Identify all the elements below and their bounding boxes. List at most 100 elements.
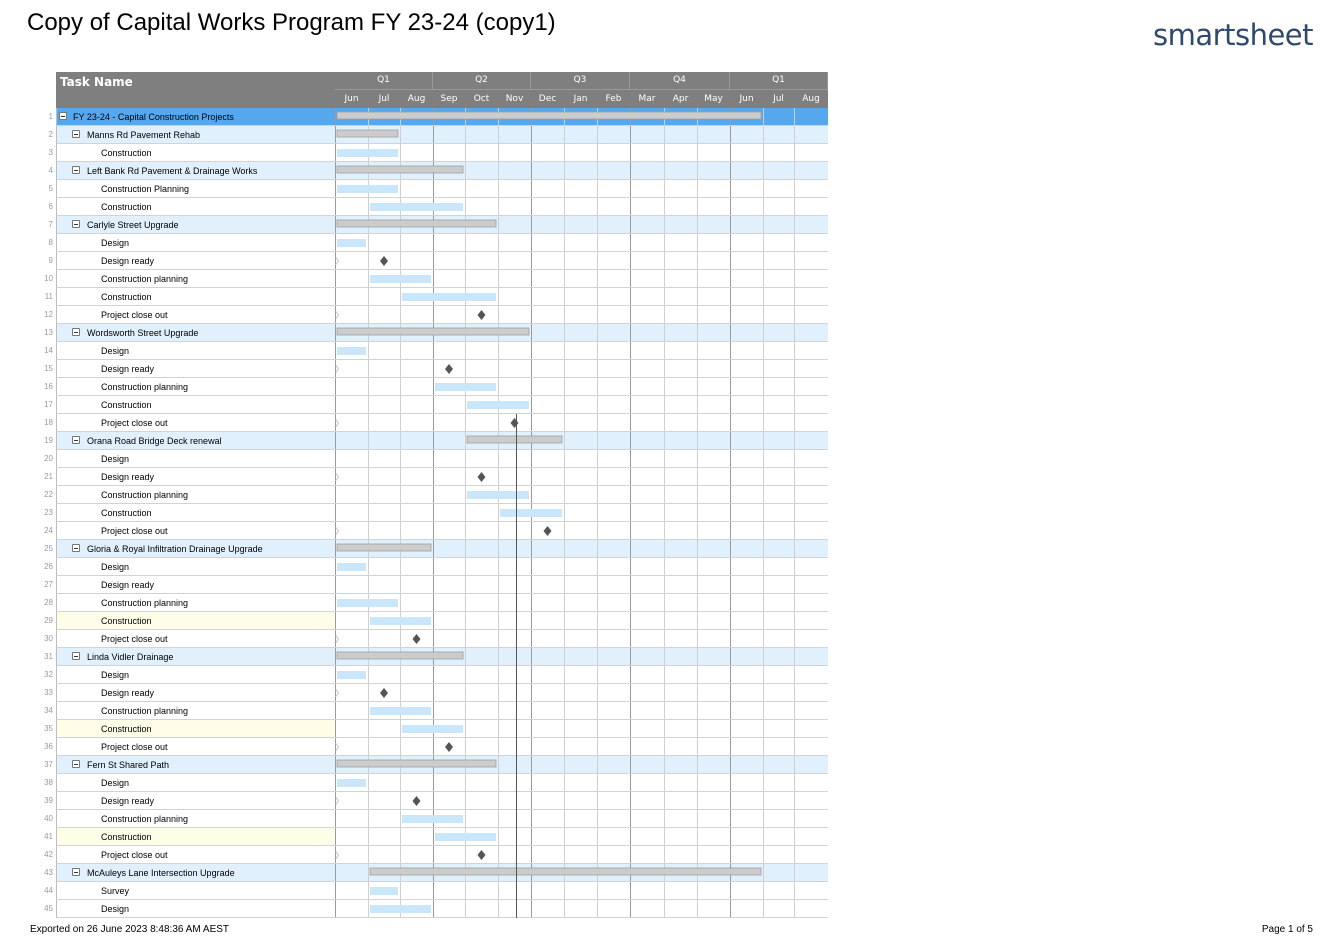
task-name-cell[interactable]: McAuleys Lane Intersection Upgrade: [56, 864, 335, 882]
task-row[interactable]: 41 Construction: [35, 828, 828, 846]
task-name-cell[interactable]: Fern St Shared Path: [56, 756, 335, 774]
task-row[interactable]: 27 Design ready: [35, 576, 828, 594]
task-row[interactable]: 37 Fern St Shared Path: [35, 756, 828, 774]
task-name-cell[interactable]: Design: [56, 234, 335, 252]
task-name-cell[interactable]: Design ready: [56, 252, 335, 270]
task-name-cell[interactable]: Project close out: [56, 414, 335, 432]
task-name-cell[interactable]: Design ready: [56, 360, 335, 378]
collapse-toggle-icon[interactable]: [59, 112, 67, 120]
task-name-cell[interactable]: Construction: [56, 288, 335, 306]
task-row[interactable]: 4 Left Bank Rd Pavement & Drainage Works: [35, 162, 828, 180]
task-name-cell[interactable]: Design: [56, 666, 335, 684]
task-name-cell[interactable]: Project close out: [56, 306, 335, 324]
task-name-cell[interactable]: Design ready: [56, 684, 335, 702]
task-row[interactable]: 45 Design: [35, 900, 828, 918]
task-row[interactable]: 39 Design ready: [35, 792, 828, 810]
task-row[interactable]: 5 Construction Planning: [35, 180, 828, 198]
task-row[interactable]: 25 Gloria & Royal Infiltration Drainage U…: [35, 540, 828, 558]
task-name-cell[interactable]: Design: [56, 774, 335, 792]
task-row[interactable]: 28 Construction planning: [35, 594, 828, 612]
collapse-toggle-icon[interactable]: [72, 328, 80, 336]
task-name-cell[interactable]: Design: [56, 342, 335, 360]
task-name-cell[interactable]: Construction planning: [56, 270, 335, 288]
task-name-cell[interactable]: Construction: [56, 198, 335, 216]
task-row[interactable]: 32 Design: [35, 666, 828, 684]
collapse-toggle-icon[interactable]: [72, 652, 80, 660]
task-name-cell[interactable]: FY 23-24 - Capital Construction Projects: [56, 108, 335, 126]
task-name-cell[interactable]: Left Bank Rd Pavement & Drainage Works: [56, 162, 335, 180]
task-row[interactable]: 9 Design ready: [35, 252, 828, 270]
task-name-cell[interactable]: Project close out: [56, 630, 335, 648]
task-row[interactable]: 36 Project close out: [35, 738, 828, 756]
task-name-cell[interactable]: Project close out: [56, 738, 335, 756]
task-row[interactable]: 42 Project close out: [35, 846, 828, 864]
collapse-toggle-icon[interactable]: [72, 220, 80, 228]
task-name-cell[interactable]: Construction: [56, 720, 335, 738]
task-row[interactable]: 3 Construction: [35, 144, 828, 162]
task-row[interactable]: 17 Construction: [35, 396, 828, 414]
task-row[interactable]: 40 Construction planning: [35, 810, 828, 828]
task-row[interactable]: 21 Design ready: [35, 468, 828, 486]
task-name-cell[interactable]: Design: [56, 900, 335, 918]
task-row[interactable]: 12 Project close out: [35, 306, 828, 324]
task-name-cell[interactable]: Construction planning: [56, 486, 335, 504]
collapse-toggle-icon[interactable]: [72, 130, 80, 138]
task-row[interactable]: 8 Design: [35, 234, 828, 252]
task-name-cell[interactable]: Construction: [56, 828, 335, 846]
task-row[interactable]: 34 Construction planning: [35, 702, 828, 720]
task-row[interactable]: 14 Design: [35, 342, 828, 360]
collapse-toggle-icon[interactable]: [72, 166, 80, 174]
task-row[interactable]: 33 Design ready: [35, 684, 828, 702]
task-name-header[interactable]: Task Name: [56, 72, 335, 108]
task-row[interactable]: 19 Orana Road Bridge Deck renewal: [35, 432, 828, 450]
task-name-cell[interactable]: Gloria & Royal Infiltration Drainage Upg…: [56, 540, 335, 558]
task-row[interactable]: 18 Project close out: [35, 414, 828, 432]
task-row[interactable]: 30 Project close out: [35, 630, 828, 648]
task-name-cell[interactable]: Manns Rd Pavement Rehab: [56, 126, 335, 144]
collapse-toggle-icon[interactable]: [72, 544, 80, 552]
task-name-cell[interactable]: Construction: [56, 504, 335, 522]
task-name-cell[interactable]: Linda Vidler Drainage: [56, 648, 335, 666]
collapse-toggle-icon[interactable]: [72, 760, 80, 768]
task-row[interactable]: 38 Design: [35, 774, 828, 792]
task-row[interactable]: 29 Construction: [35, 612, 828, 630]
task-row[interactable]: 13 Wordsworth Street Upgrade: [35, 324, 828, 342]
task-row[interactable]: 16 Construction planning: [35, 378, 828, 396]
task-name-cell[interactable]: Design ready: [56, 576, 335, 594]
task-name-cell[interactable]: Carlyle Street Upgrade: [56, 216, 335, 234]
collapse-toggle-icon[interactable]: [72, 868, 80, 876]
task-row[interactable]: 22 Construction planning: [35, 486, 828, 504]
task-row[interactable]: 23 Construction: [35, 504, 828, 522]
task-name-cell[interactable]: Construction planning: [56, 594, 335, 612]
task-name-cell[interactable]: Project close out: [56, 522, 335, 540]
task-name-cell[interactable]: Orana Road Bridge Deck renewal: [56, 432, 335, 450]
task-row[interactable]: 7 Carlyle Street Upgrade: [35, 216, 828, 234]
task-row[interactable]: 15 Design ready: [35, 360, 828, 378]
task-name-cell[interactable]: Project close out: [56, 846, 335, 864]
task-row[interactable]: 44 Survey: [35, 882, 828, 900]
task-row[interactable]: 11 Construction: [35, 288, 828, 306]
task-name-cell[interactable]: Construction: [56, 396, 335, 414]
collapse-toggle-icon[interactable]: [72, 436, 80, 444]
task-row[interactable]: 2 Manns Rd Pavement Rehab: [35, 126, 828, 144]
task-row[interactable]: 31 Linda Vidler Drainage: [35, 648, 828, 666]
task-name-cell[interactable]: Construction: [56, 144, 335, 162]
task-name-cell[interactable]: Wordsworth Street Upgrade: [56, 324, 335, 342]
task-name-cell[interactable]: Construction planning: [56, 702, 335, 720]
task-name-cell[interactable]: Construction planning: [56, 378, 335, 396]
task-row[interactable]: 26 Design: [35, 558, 828, 576]
task-row[interactable]: 20 Design: [35, 450, 828, 468]
task-name-cell[interactable]: Design ready: [56, 792, 335, 810]
task-name-cell[interactable]: Construction planning: [56, 810, 335, 828]
task-row[interactable]: 43 McAuleys Lane Intersection Upgrade: [35, 864, 828, 882]
task-name-cell[interactable]: Survey: [56, 882, 335, 900]
task-row[interactable]: 35 Construction: [35, 720, 828, 738]
task-row[interactable]: 6 Construction: [35, 198, 828, 216]
task-row[interactable]: 1 FY 23-24 - Capital Construction Project…: [35, 108, 828, 126]
task-name-cell[interactable]: Design ready: [56, 468, 335, 486]
task-name-cell[interactable]: Construction: [56, 612, 335, 630]
task-row[interactable]: 24 Project close out: [35, 522, 828, 540]
task-name-cell[interactable]: Construction Planning: [56, 180, 335, 198]
task-name-cell[interactable]: Design: [56, 450, 335, 468]
task-row[interactable]: 10 Construction planning: [35, 270, 828, 288]
